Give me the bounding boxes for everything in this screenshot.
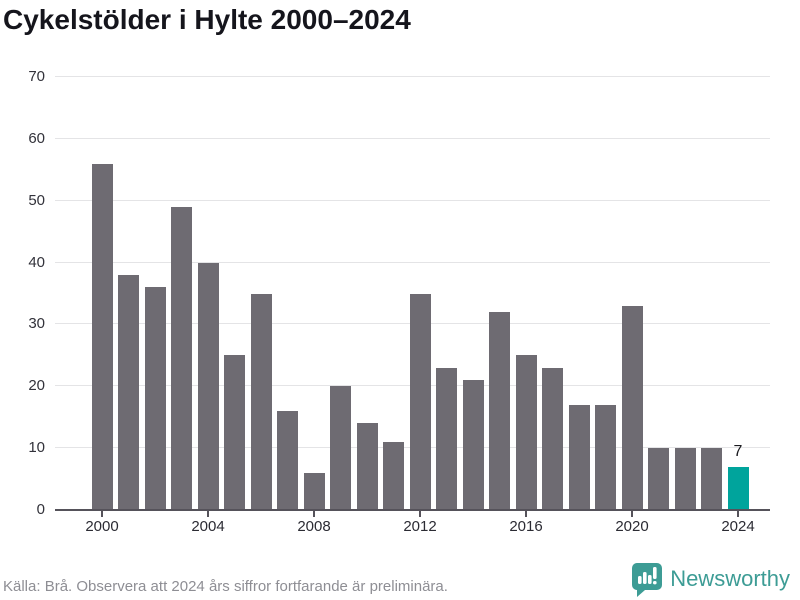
bar-2004	[197, 262, 219, 510]
bar-2009	[330, 386, 351, 510]
x-tick-mark	[313, 510, 315, 517]
x-tick-mark	[101, 510, 103, 517]
plot-area	[55, 76, 770, 511]
bar-2002	[144, 287, 166, 510]
bar-2012	[409, 293, 431, 510]
bar-2016	[515, 355, 537, 510]
bar-2003	[171, 206, 192, 510]
y-tick-label: 50	[28, 191, 45, 209]
bar-2001	[118, 274, 139, 510]
x-tick-label: 2012	[403, 518, 437, 535]
bar-2010	[356, 423, 378, 510]
newsworthy-bubble-chart-icon	[630, 561, 663, 597]
bar-2015	[489, 312, 510, 510]
y-tick-label: 10	[28, 439, 45, 457]
x-tick-mark	[207, 510, 209, 517]
bar-2008	[303, 472, 325, 510]
bar-2020	[621, 305, 643, 510]
x-axis-line	[55, 509, 770, 511]
bar-2011	[383, 441, 404, 510]
newsworthy-logo[interactable]: Newsworthy	[630, 561, 790, 597]
x-tick-label: 2000	[85, 518, 119, 535]
bar-2014	[462, 380, 484, 510]
bar-2013	[436, 367, 457, 510]
x-tick-label: 2024	[721, 518, 755, 535]
gridline	[55, 199, 770, 201]
bar-2005	[224, 355, 245, 510]
x-tick-label: 2008	[297, 518, 331, 535]
bar-2017	[542, 367, 563, 510]
y-tick-label: 20	[28, 377, 45, 395]
newsworthy-wordmark: Newsworthy	[670, 566, 790, 591]
bar-2006	[250, 293, 272, 510]
x-tick-mark	[737, 510, 739, 517]
x-tick-mark	[525, 510, 527, 517]
bar-2019	[595, 404, 616, 510]
bar-2024	[727, 466, 749, 510]
y-tick-label: 70	[28, 68, 45, 85]
bar-2021	[648, 448, 669, 510]
x-tick-label: 2004	[191, 518, 225, 535]
y-tick-label: 40	[28, 253, 45, 271]
gridline	[55, 137, 770, 139]
gridline	[55, 76, 770, 77]
highlight-value-label: 7	[733, 442, 743, 460]
chart-title: Cykelstölder i Hylte 2000–2024	[3, 4, 411, 35]
bar-2018	[568, 404, 590, 510]
bar-2023	[701, 448, 722, 510]
y-tick-label: 60	[28, 129, 45, 147]
source-note: Källa: Brå. Observera att 2024 års siffr…	[3, 578, 448, 595]
bar-2007	[277, 411, 298, 510]
x-tick-mark	[631, 510, 633, 517]
x-tick-label: 2016	[509, 518, 543, 535]
x-tick-label: 2020	[615, 518, 649, 535]
y-tick-label: 30	[28, 315, 45, 333]
y-tick-label: 0	[36, 501, 45, 518]
x-tick-mark	[419, 510, 421, 517]
bar-2000	[91, 163, 113, 510]
gridline	[55, 261, 770, 263]
bar-2022	[674, 448, 696, 510]
